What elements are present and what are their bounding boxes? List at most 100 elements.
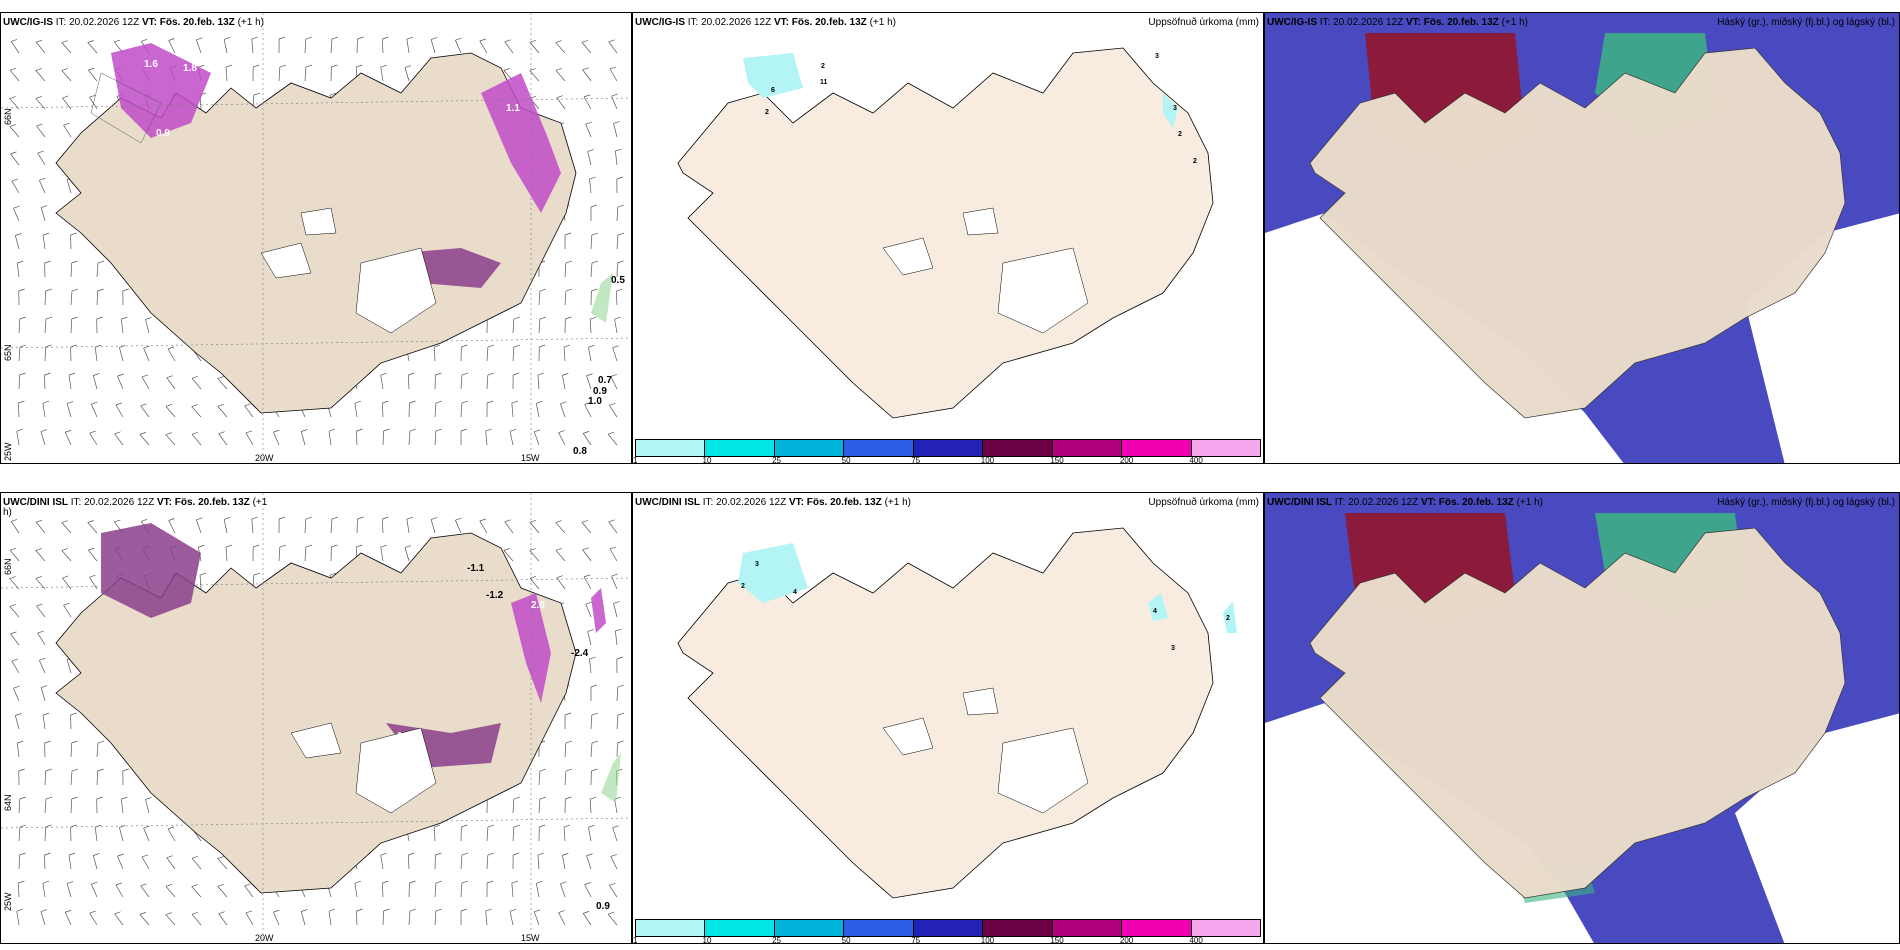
wind-barb <box>555 70 566 82</box>
wind-barb-flag <box>44 852 51 856</box>
wind-barb-flag <box>565 316 572 320</box>
wind-barb-flag <box>119 825 126 828</box>
legend-tick-label: 10 <box>702 456 712 464</box>
wind-barb <box>537 855 540 870</box>
wind-barb-flag <box>513 824 521 828</box>
wind-barb <box>529 578 540 590</box>
panel-precip-dini: UWC/DINI ISL IT: 20.02.2026 12Z VT: Fös.… <box>632 492 1264 944</box>
wind-barb <box>66 883 72 898</box>
wind-barb <box>504 521 514 534</box>
wind-barb-flag <box>583 911 590 914</box>
wind-barb <box>589 659 592 674</box>
wind-barb-flag <box>582 547 589 551</box>
wind-barb-flag <box>616 288 623 292</box>
lead-time: (+1 h) <box>884 497 911 508</box>
wind-barb-flag <box>504 39 511 43</box>
wind-barb <box>165 914 176 926</box>
precip-label: 2 <box>821 63 825 70</box>
wind-barb <box>354 403 358 418</box>
wind-barb <box>218 433 228 446</box>
wind-barb <box>225 547 228 562</box>
wind-barb-flag <box>115 882 122 886</box>
wind-barb-flag <box>586 373 593 377</box>
wind-barb <box>533 431 540 446</box>
wind-barb-flag <box>114 431 121 435</box>
wind-barb-flag <box>9 547 17 551</box>
wind-barb <box>35 578 46 590</box>
wind-barb <box>486 855 489 870</box>
wind-barb <box>9 549 20 562</box>
wind-barb-flag <box>44 260 51 264</box>
wind-barb-flag <box>39 177 46 181</box>
wind-barb-flag <box>61 40 68 43</box>
wind-barb <box>89 577 98 590</box>
wind-barb <box>38 660 46 674</box>
wind-barb-flag <box>356 64 363 68</box>
wind-barb <box>560 883 566 898</box>
wind-barb-flag <box>611 573 618 577</box>
wind-barb-flag <box>461 880 468 884</box>
wind-barb-flag <box>45 768 52 772</box>
legend-color-cell <box>1052 440 1123 456</box>
wind-barb <box>16 743 20 758</box>
wind-barb-flag <box>613 121 620 124</box>
wind-barb-flag <box>409 400 416 404</box>
wind-barb-flag <box>383 428 390 432</box>
wind-barb-flag <box>487 824 495 828</box>
wind-barb-flag <box>587 149 594 152</box>
wind-barb <box>62 97 72 110</box>
wind-barb-flag <box>218 911 225 915</box>
wind-barb-flag <box>404 65 412 68</box>
wind-barb-flag <box>36 603 43 607</box>
wind-barb <box>485 431 488 446</box>
wind-barb-flag <box>610 854 617 857</box>
wind-barb <box>479 520 488 534</box>
wind-barb <box>538 771 541 786</box>
wind-barb <box>479 40 488 54</box>
wind-barb <box>380 855 384 870</box>
wind-barb-flag <box>9 67 17 71</box>
wind-barb <box>16 431 20 446</box>
precip-label: 11 <box>820 79 828 86</box>
wind-barb <box>40 911 46 926</box>
wind-barb-flag <box>582 67 589 71</box>
wind-barb-flag <box>565 260 572 264</box>
wind-barb <box>245 912 254 926</box>
legend-color-cell <box>636 440 706 456</box>
wind-barb-flag <box>539 288 546 292</box>
wind-barb-flag <box>245 430 253 434</box>
wind-barb-flag <box>65 429 72 433</box>
wind-barb <box>191 406 202 418</box>
value-label: -2.4 <box>571 648 589 659</box>
wind-barb-flag <box>114 911 121 915</box>
wind-barb <box>42 715 46 730</box>
legend-tick-label: 50 <box>841 936 851 944</box>
valid-label: VT: <box>1420 497 1436 508</box>
wind-barb-flag <box>10 631 17 635</box>
wind-barb <box>143 827 150 842</box>
wind-barb <box>141 856 150 870</box>
wind-barb-flag <box>40 909 48 912</box>
wind-barb <box>612 347 618 362</box>
wind-barb-flag <box>591 712 598 716</box>
legend-color-cell <box>705 440 775 456</box>
wind-barb-flag <box>529 548 536 551</box>
wind-barb-flag <box>330 92 337 96</box>
wind-barb-flag <box>44 372 51 376</box>
wind-barb <box>558 912 566 926</box>
wind-barb-flag <box>408 852 415 856</box>
legend-tick-label: 200 <box>1119 456 1134 464</box>
lon-label: 15W <box>521 933 540 943</box>
wind-barb-flag <box>409 908 417 912</box>
wind-barb <box>590 263 593 278</box>
wind-barb-flag <box>591 768 598 772</box>
wind-barb <box>117 855 124 870</box>
wind-barb <box>300 911 306 926</box>
wind-barb-flag <box>485 428 492 432</box>
wind-barb-flag <box>382 400 389 404</box>
wind-barb <box>589 179 592 194</box>
wind-barb-flag <box>382 36 389 40</box>
panel-clouds-dini: UWC/DINI ISL IT: 20.02.2026 12Z VT: Fös.… <box>1264 492 1900 944</box>
map-precip-igis <box>677 47 1214 419</box>
wind-barb <box>589 799 592 814</box>
